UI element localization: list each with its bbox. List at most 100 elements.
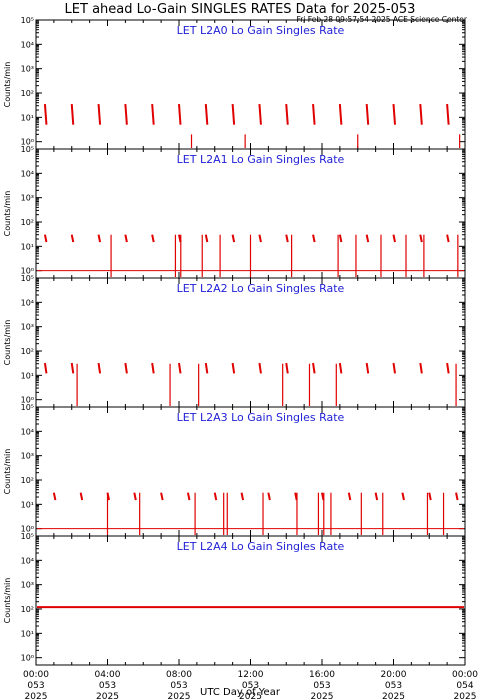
burst-mark [240,492,245,501]
y-tick-label: 10⁰ [21,525,34,534]
y-tick-label: 10¹ [21,113,34,122]
x-tick-label: 053 [170,681,187,691]
x-tick-label: 00:00 [452,670,478,680]
y-tick-label: 10¹ [21,371,34,380]
burst-mark [258,234,262,243]
y-tick-label: 10³ [21,65,34,74]
burst-mark [204,234,209,243]
panel-4: 10⁰ 10¹ 10² 10³ 10⁴ 10⁵ Counts/min LET L2A4 Lo … [3,532,466,666]
burst-mark [151,362,155,374]
burst-mark [419,362,423,374]
burst-mark [258,362,262,374]
y-tick-label: 10⁵ [21,145,34,154]
burst-mark [186,492,191,501]
x-tick-label: 2025 [25,692,48,700]
burst-mark [392,234,396,243]
burst-mark [312,104,316,125]
y-tick-label: 10⁰ [21,267,34,276]
burst-mark [43,104,48,125]
y-tick-label: 10⁵ [21,532,34,541]
x-tick-label: 00:00 [23,670,49,680]
panel-frame [35,277,466,408]
burst-mark [151,104,155,125]
burst-mark [258,104,262,125]
panel-title: LET L2A0 Lo Gain Singles Rate [177,24,345,37]
x-tick-label: 053 [242,681,259,691]
panel-1: 10⁰ 10¹ 10² 10³ 10⁴ 10⁵ Counts/min LET L2A1 Lo … [3,145,466,279]
x-tick-label: 2025 [239,692,262,700]
burst-mark [392,362,396,374]
burst-mark [151,234,155,243]
x-tick-label: 08:00 [166,670,192,680]
y-tick-label: 10⁵ [21,274,34,283]
y-axis-label: Counts/min [3,320,12,366]
burst-mark [419,104,423,125]
burst-mark [231,362,236,374]
burst-mark [419,234,423,243]
burst-mark [97,104,102,125]
burst-mark [204,362,209,374]
x-tick-label: 2025 [311,692,334,700]
y-axis-label: Counts/min [3,449,12,495]
y-tick-label: 10³ [21,323,34,332]
burst-mark [178,362,182,374]
burst-mark [312,362,316,374]
y-tick-label: 10² [21,476,34,485]
x-tick-label: 2025 [382,692,405,700]
burst-mark [97,234,102,243]
x-axis-label: UTC Day of Year [200,687,281,698]
chart-title: LET ahead Lo-Gain SINGLES RATES Data for… [65,2,416,17]
burst-mark [231,234,236,243]
burst-mark [133,492,137,501]
burst-mark [446,234,450,243]
x-tick-label: 2025 [168,692,191,700]
y-tick-label: 10³ [21,194,34,203]
y-tick-label: 10⁵ [21,16,34,25]
burst-mark [392,104,396,125]
y-tick-label: 10¹ [21,629,34,638]
burst-mark [455,492,459,501]
x-tick-label: 053 [27,681,44,691]
burst-mark [97,362,102,374]
y-tick-label: 10¹ [21,242,34,251]
y-tick-label: 10² [21,89,34,98]
burst-mark [79,492,84,501]
burst-mark [213,492,218,501]
y-tick-label: 10⁴ [21,169,34,178]
y-tick-label: 10⁴ [21,40,34,49]
burst-mark [124,234,128,243]
y-axis-label: Counts/min [3,191,12,237]
y-tick-label: 10⁵ [21,403,34,412]
burst-mark [285,104,289,125]
burst-mark [70,234,75,243]
burst-mark [178,104,182,125]
y-tick-label: 10² [21,347,34,356]
panel-frame [35,19,466,150]
burst-mark [365,362,370,374]
x-tick-label: 04:00 [95,670,121,680]
x-tick-label: 12:00 [238,670,264,680]
burst-mark [43,234,48,243]
panel-3: 10⁰ 10¹ 10² 10³ 10⁴ 10⁵ Counts/min LET L2A3 Lo … [3,403,466,537]
burst-mark [446,104,450,125]
burst-mark [365,234,370,243]
burst-mark [160,492,164,501]
panel-frame [35,406,466,537]
burst-mark [285,362,289,374]
x-tick-label: 2025 [454,692,477,700]
y-tick-label: 10² [21,218,34,227]
y-tick-label: 10³ [21,452,34,461]
panel-title: LET L2A3 Lo Gain Singles Rate [177,411,345,424]
y-tick-label: 10⁰ [21,138,34,147]
y-tick-label: 10⁴ [21,556,34,565]
x-tick-label: 054 [456,681,473,691]
y-tick-label: 10⁴ [21,427,34,436]
y-tick-label: 10¹ [21,500,34,509]
panels-group: 10⁰ 10¹ 10² 10³ 10⁴ 10⁵ Counts/min LET L2A0 Lo … [3,16,478,700]
burst-mark [70,104,75,125]
burst-mark [124,104,128,125]
y-axis-label: Counts/min [3,578,12,624]
burst-mark [401,492,405,501]
burst-mark [347,492,352,501]
